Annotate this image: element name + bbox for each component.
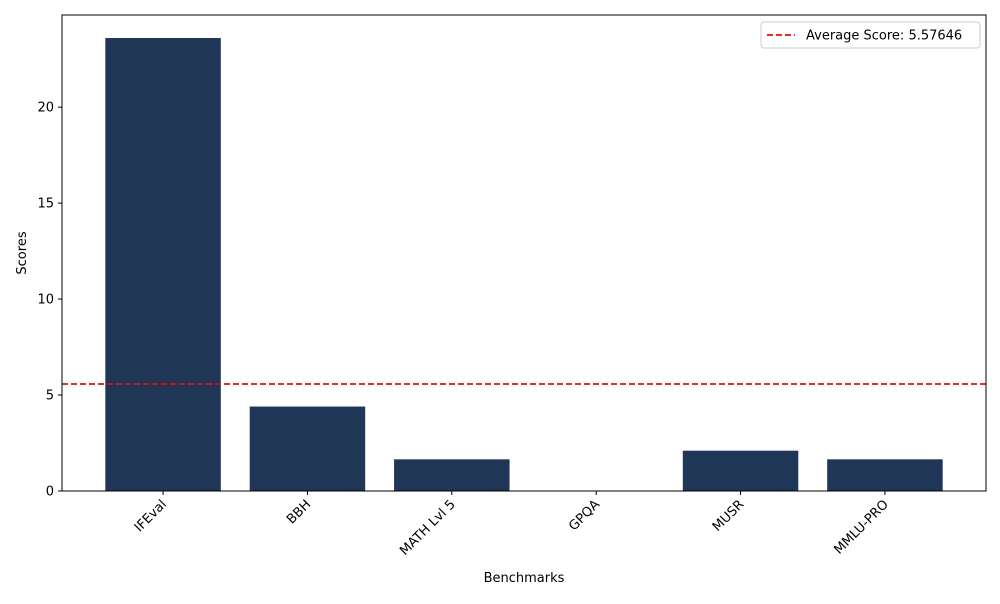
bar-bbh — [249, 406, 366, 491]
x-axis-label: Benchmarks — [484, 571, 565, 586]
bars-layer — [105, 38, 943, 491]
y-tick-label: 10 — [37, 293, 54, 308]
x-tick-label: GPQA — [566, 497, 603, 534]
y-tick-label: 15 — [37, 197, 54, 212]
bar-mmlu-pro — [827, 459, 943, 491]
plot-frame — [61, 14, 987, 492]
axes-layer — [61, 14, 987, 492]
bar-math-lvl-5 — [394, 459, 510, 491]
legend-label: Average Score: 5.57646 — [806, 29, 962, 44]
y-tick-label: 20 — [37, 101, 54, 116]
legend: Average Score: 5.57646 — [760, 21, 981, 49]
legend-box — [760, 21, 981, 49]
x-tick-label: MUSR — [710, 497, 747, 534]
x-tick-label: IFEval — [132, 497, 170, 535]
bar-ifeval — [105, 38, 221, 491]
x-tick-label: MMLU-PRO — [831, 497, 891, 557]
x-tick-label: MATH Lvl 5 — [397, 497, 458, 558]
y-axis-label: Scores — [15, 231, 30, 274]
bar-musr — [682, 450, 799, 491]
y-tick-label: 0 — [46, 485, 54, 500]
y-tick-label: 5 — [46, 389, 54, 404]
x-tick-label: BBH — [284, 497, 314, 527]
